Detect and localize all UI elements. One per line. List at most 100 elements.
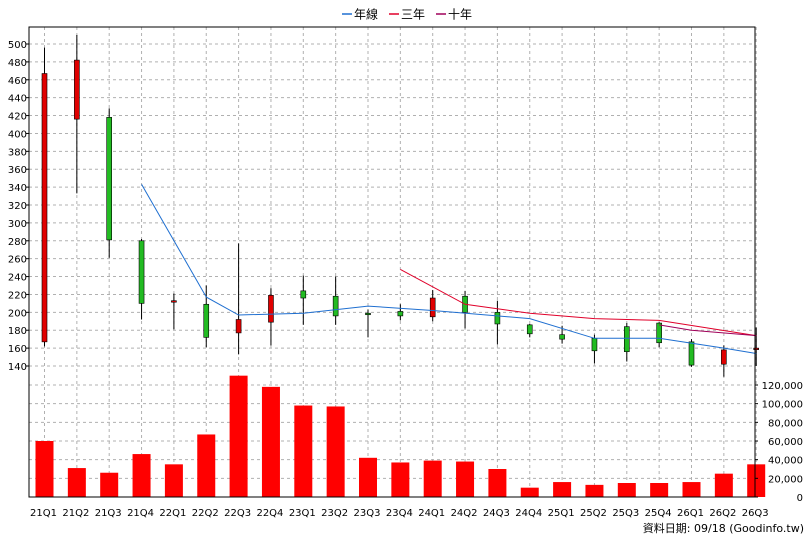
volume-bar — [359, 457, 377, 497]
candle-body — [300, 290, 307, 299]
x-tick-label: 24Q4 — [515, 508, 542, 519]
price-tick-label: 300 — [8, 219, 27, 230]
x-tick-label: 21Q3 — [95, 508, 122, 519]
ma-line — [141, 184, 757, 354]
volume-bar — [261, 386, 280, 497]
candle-body — [753, 347, 760, 350]
ma-line — [400, 268, 757, 337]
x-tick-label: 21Q2 — [62, 508, 89, 519]
x-tick-label: 24Q3 — [483, 508, 510, 519]
candle-body — [494, 312, 501, 325]
candle-body — [74, 59, 80, 120]
x-tick-label: 25Q1 — [548, 508, 575, 519]
volume-bar — [164, 464, 183, 497]
candle-body — [526, 324, 533, 335]
candle-body — [235, 319, 242, 334]
volume-bar — [100, 472, 119, 497]
volume-tick-label: 120,000 — [762, 381, 803, 392]
volume-bar — [423, 460, 442, 497]
candle-body — [591, 337, 598, 352]
price-tick-label: 320 — [8, 201, 27, 212]
volume-bar — [520, 487, 539, 497]
volume-tick-label: 80,000 — [768, 418, 803, 429]
volume-bar — [229, 375, 248, 497]
x-tick-label: 24Q2 — [451, 508, 478, 519]
x-tick-label: 26Q2 — [709, 508, 736, 519]
candle-body — [721, 349, 727, 365]
price-tick-label: 360 — [8, 165, 27, 176]
candle-body — [656, 322, 662, 344]
candle-body — [41, 73, 48, 343]
x-tick-label: 22Q3 — [224, 508, 251, 519]
price-tick-label: 280 — [8, 237, 27, 248]
candle-body — [623, 326, 630, 352]
price-tick-label: 420 — [8, 112, 27, 123]
volume-axis-ticks: 0 20,000 40,000 60,000 80,000 100,000 120,000 — [755, 381, 803, 504]
price-tick-label: 260 — [8, 255, 27, 266]
price-tick-label: 400 — [8, 129, 27, 140]
axes — [28, 26, 756, 498]
price-tick-label: 160 — [8, 344, 27, 355]
candle-body — [429, 297, 436, 318]
price-axis-ticks: 140 160 180 200 220 240 260 280 300 320 340 360 380 4… — [8, 40, 29, 373]
price-tick-label: 340 — [8, 183, 27, 194]
volume-bar — [747, 464, 766, 497]
legend: 年線 三年 十年 — [342, 7, 472, 22]
volume-bar — [197, 434, 216, 497]
volume-bar — [67, 468, 86, 497]
candle-body — [397, 311, 404, 317]
moving-average-lines — [141, 184, 757, 354]
volume-bar — [326, 406, 345, 497]
volume-bar — [488, 469, 507, 497]
price-tick-label: 500 — [8, 40, 27, 51]
x-tick-label: 24Q1 — [418, 508, 445, 519]
volume-tick-label: 20,000 — [768, 474, 803, 485]
candle-body — [106, 117, 112, 241]
candle-body — [203, 303, 210, 338]
price-tick-label: 440 — [8, 94, 27, 105]
legend-label: 年線 — [354, 7, 378, 22]
volume-bar — [617, 483, 636, 497]
candle-body — [268, 295, 274, 323]
volume-bar — [714, 473, 733, 497]
grid — [29, 27, 757, 497]
price-tick-label: 380 — [8, 147, 27, 158]
volume-bar — [456, 461, 475, 497]
volume-bar — [682, 482, 701, 497]
x-tick-label: 23Q4 — [386, 508, 413, 519]
volume-tick-label: 0 — [797, 493, 803, 504]
ma-line — [659, 324, 757, 337]
price-tick-label: 240 — [8, 273, 27, 284]
volume-tick-label: 100,000 — [762, 400, 803, 411]
price-tick-label: 480 — [8, 58, 27, 69]
price-tick-label: 180 — [8, 326, 27, 337]
legend-label: 十年 — [448, 8, 472, 22]
x-tick-label: 26Q1 — [677, 508, 704, 519]
x-axis-ticks: 21Q1 21Q2 21Q3 21Q4 22Q1 22Q2 22Q3 22Q4 23Q1 23Q2… — [30, 508, 769, 519]
x-tick-label: 21Q1 — [30, 508, 57, 519]
price-tick-label: 460 — [8, 76, 27, 87]
volume-bar — [391, 462, 410, 497]
x-tick-label: 22Q2 — [192, 508, 219, 519]
source-label: 資料日期: 09/18 (Goodinfo.tw) — [643, 521, 804, 535]
volume-bar — [35, 441, 54, 497]
legend-label: 三年 — [401, 8, 425, 22]
volume-bar — [132, 454, 151, 497]
candle-body — [138, 240, 145, 304]
x-tick-label: 22Q1 — [159, 508, 186, 519]
x-tick-label: 23Q2 — [321, 508, 348, 519]
candle-body — [171, 300, 177, 303]
candle-body — [688, 341, 695, 366]
x-tick-label: 22Q4 — [256, 508, 283, 519]
volume-bars — [35, 375, 766, 497]
x-tick-label: 25Q2 — [580, 508, 607, 519]
volume-bar — [650, 483, 669, 497]
x-tick-label: 23Q1 — [289, 508, 316, 519]
volume-tick-label: 40,000 — [768, 456, 803, 467]
x-tick-label: 23Q3 — [354, 508, 381, 519]
volume-bar — [553, 482, 572, 497]
x-tick-label: 26Q3 — [742, 508, 769, 519]
volume-tick-label: 60,000 — [768, 437, 803, 448]
